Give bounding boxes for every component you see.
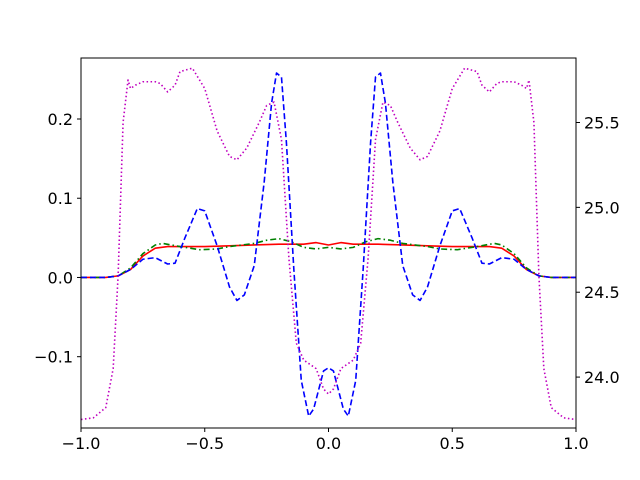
y-left-tick-label: 0.2 xyxy=(48,110,73,129)
x-tick-label: 1.0 xyxy=(563,434,588,453)
series-line-2 xyxy=(81,237,576,279)
y-right-tick-label: 25.0 xyxy=(584,198,620,217)
x-tick-label: −0.5 xyxy=(185,434,224,453)
x-tick-label: 0.0 xyxy=(316,434,341,453)
series-layer xyxy=(80,67,577,421)
y-right-tick-label: 24.5 xyxy=(584,283,620,302)
x-tick-label: −1.0 xyxy=(62,434,101,453)
ticks-layer: −1.0 −0.5 0.0 0.5 1.0 −0.1 0.0 0.1 0.2 24.0 24.5 25… xyxy=(34,110,619,453)
y-right-tick-label: 25.5 xyxy=(584,113,620,132)
axes-frame xyxy=(80,57,577,429)
y-right-tick-label: 24.0 xyxy=(584,368,620,387)
series-line-1 xyxy=(81,241,576,279)
y-left-tick-label: 0.1 xyxy=(48,189,73,208)
y-left-tick-label: −0.1 xyxy=(34,348,73,367)
x-tick-label: 0.5 xyxy=(440,434,465,453)
series-line-4 xyxy=(80,67,577,421)
series-line-3 xyxy=(81,72,576,417)
y-left-tick-label: 0.0 xyxy=(48,268,73,287)
